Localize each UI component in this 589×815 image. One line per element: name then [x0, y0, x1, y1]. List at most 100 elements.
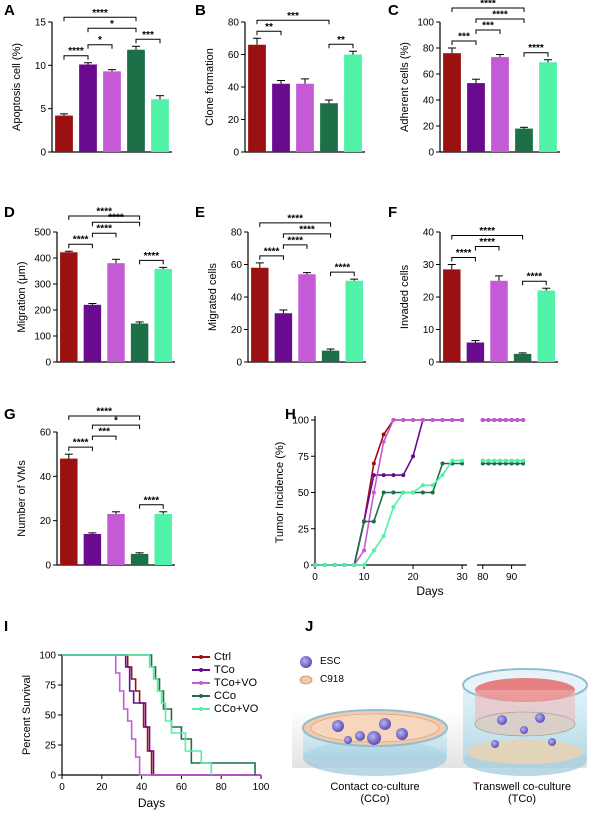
y-tick-label-a: 10	[35, 61, 47, 72]
sig-bracket-a	[63, 16, 137, 22]
point-h-tcovo	[492, 418, 497, 422]
sig-bracket-g	[68, 415, 141, 420]
sig-bracket-c	[523, 52, 549, 57]
x-tick-label-h: 20	[408, 572, 420, 583]
point-h-cco	[460, 461, 465, 466]
point-h-ccovo	[322, 563, 327, 567]
y-axis-label-c: Adherent cells (%)	[399, 42, 411, 132]
bar-c-tcovo	[491, 57, 509, 152]
sig-label-g: ****	[73, 438, 89, 449]
y-tick-label-c: 100	[417, 18, 434, 29]
x-tick-label-i: 20	[96, 782, 108, 793]
y-tick-label-f: 10	[423, 325, 435, 336]
panel-label-g: G	[4, 406, 16, 423]
y-tick-label-c: 60	[423, 70, 435, 81]
point-h-tco	[411, 454, 416, 459]
sig-bracket-e	[282, 244, 308, 249]
point-h-ccovo	[492, 458, 497, 463]
y-tick-label-g: 40	[40, 472, 52, 483]
y-tick-label-d: 100	[34, 332, 51, 343]
esc-key-label: ESC	[320, 656, 341, 667]
bar-a-cco	[127, 49, 145, 152]
sig-label-a: ****	[68, 46, 84, 57]
y-tick-label-h: 50	[298, 488, 310, 499]
bar-e-tcovo	[298, 274, 316, 362]
point-h-tcovo	[440, 418, 445, 422]
point-h-tcovo	[411, 418, 416, 422]
legend-item-tco: TCo	[192, 663, 258, 676]
y-axis-label-h: Tumor Incidence (%)	[274, 442, 286, 544]
sig-label-e: ****	[287, 235, 303, 246]
point-h-tcovo	[521, 418, 526, 422]
transwell-coculture-abbrev: (TCo)	[507, 793, 537, 805]
x-tick-label-h: 80	[477, 572, 489, 583]
y-tick-label-e: 20	[231, 325, 243, 336]
point-h-tcovo	[480, 418, 485, 422]
point-h-tcovo	[515, 418, 520, 422]
panel-label-h: H	[285, 406, 296, 423]
panel-label-d: D	[4, 204, 15, 221]
sig-label-c: ****	[492, 10, 508, 21]
sig-bracket-b	[328, 43, 354, 49]
sig-label-e: ****	[264, 246, 280, 257]
point-h-tco	[371, 473, 376, 478]
point-h-tcovo	[401, 418, 406, 422]
point-h-ccovo	[498, 458, 503, 463]
sig-label-b: **	[337, 35, 345, 46]
point-h-cco	[486, 461, 491, 466]
legend-item-tcovo: TCo+VO	[192, 676, 258, 689]
y-tick-label-a: 15	[35, 18, 47, 29]
point-h-cco	[492, 461, 497, 466]
point-h-ccovo	[313, 563, 317, 567]
contact-coculture-title: Contact co-culture	[330, 781, 420, 793]
sig-bracket-f	[451, 235, 524, 240]
sig-bracket-c	[451, 40, 477, 45]
x-tick-label-h: 10	[358, 572, 370, 583]
sig-label-d: ****	[96, 224, 112, 235]
contact-coculture-label: Contact co-culture (CCo)	[300, 781, 450, 805]
sig-bracket-f	[451, 257, 476, 262]
point-h-cco	[381, 490, 386, 495]
y-tick-label-i: 100	[39, 651, 56, 662]
sig-bracket-a	[87, 27, 137, 33]
bar-d-cco	[130, 323, 149, 362]
panel-label-b: B	[195, 2, 206, 19]
y-tick-label-g: 60	[40, 428, 52, 439]
y-tick-label-b: 40	[228, 83, 240, 94]
y-axis-label-g: Number of VMs	[16, 460, 28, 537]
bar-g-cco	[130, 553, 149, 565]
contact-dish-icon	[302, 709, 448, 776]
point-h-ccovo	[332, 563, 337, 567]
point-h-tcovo	[509, 418, 514, 422]
bar-f-ccovo	[537, 290, 555, 362]
y-tick-label-c: 40	[423, 96, 435, 107]
point-h-tcovo	[391, 418, 396, 422]
bar-f-ctrl	[443, 269, 461, 362]
point-h-cco	[371, 519, 376, 524]
point-h-tcovo	[362, 548, 367, 553]
x-tick-label-i: 60	[176, 782, 188, 793]
point-h-cco	[391, 490, 396, 495]
y-tick-label-b: 20	[228, 115, 240, 126]
point-h-tco	[391, 473, 396, 478]
y-tick-label-i: 25	[45, 741, 57, 752]
bar-d-tcovo	[107, 263, 125, 362]
sig-label-f: ****	[456, 248, 472, 259]
sig-label-f: ****	[479, 226, 495, 237]
sig-bracket-f	[522, 280, 547, 286]
line-h-ccovo	[315, 459, 463, 566]
bar-a-ccovo	[151, 99, 169, 152]
y-tick-label-a: 5	[40, 104, 46, 115]
coculture-schematic	[292, 656, 588, 776]
sig-bracket-f	[474, 246, 500, 251]
panel-label-e: E	[195, 204, 206, 221]
point-h-tco	[381, 473, 386, 478]
sig-label-d: ****	[73, 235, 89, 246]
point-h-ccovo	[401, 490, 406, 495]
x-tick-label-i: 80	[216, 782, 228, 793]
point-h-tcovo	[450, 418, 455, 422]
sig-bracket-d	[68, 243, 93, 249]
sig-label-c: ***	[458, 32, 470, 43]
sig-label-a: ***	[142, 30, 154, 41]
